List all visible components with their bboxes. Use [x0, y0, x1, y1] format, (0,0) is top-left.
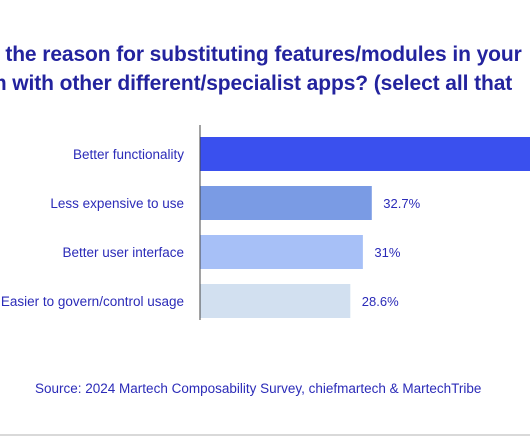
value-label-1: 32.7% [383, 196, 420, 211]
category-label-2: Better user interface [62, 245, 184, 260]
category-label-1: Less expensive to use [50, 196, 184, 211]
bar-2 [200, 235, 363, 269]
chart-title-line-1: s the reason for substituting features/m… [0, 43, 522, 66]
value-label-3: 28.6% [362, 294, 399, 309]
bar-1 [200, 186, 372, 220]
bar-chart: Better functionality Less expensive to us… [1, 125, 530, 320]
bar-0 [200, 137, 530, 171]
bar-3 [200, 284, 351, 318]
category-label-3: Easier to govern/control usage [1, 294, 184, 309]
category-label-0: Better functionality [73, 147, 184, 162]
chart-title-line-2: m with other different/specialist apps? … [0, 72, 513, 95]
source-note: Source: 2024 Martech Composability Surve… [35, 381, 482, 396]
value-label-2: 31% [374, 245, 400, 260]
